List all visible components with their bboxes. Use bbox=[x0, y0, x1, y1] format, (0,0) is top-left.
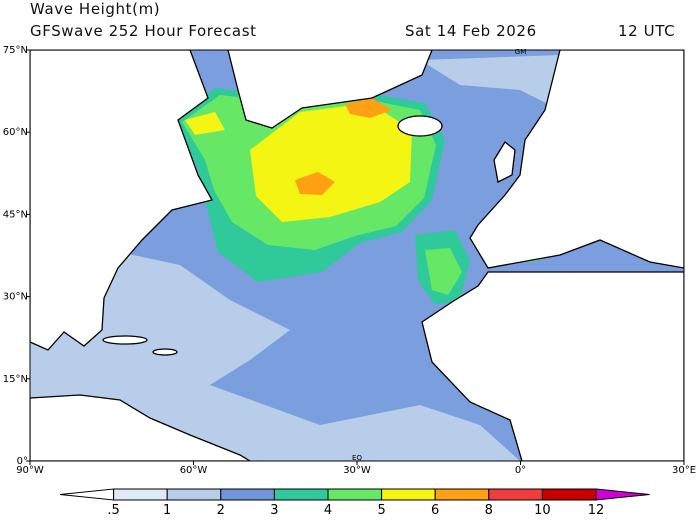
colorbar-swatch bbox=[381, 488, 436, 501]
colorbar-label: 6 bbox=[431, 503, 439, 518]
land bbox=[102, 335, 148, 345]
lon-label: 90°W bbox=[16, 465, 44, 476]
wave-zone bbox=[425, 248, 462, 295]
lat-label: 75°N bbox=[3, 45, 28, 56]
colorbar-swatch bbox=[541, 488, 597, 501]
colorbar-label: 10 bbox=[534, 503, 551, 518]
colorbar-cap bbox=[59, 488, 115, 501]
lon-label: 60°W bbox=[180, 465, 208, 476]
time: 12 UTC bbox=[618, 22, 675, 40]
colorbar-swatch bbox=[327, 488, 383, 501]
land bbox=[493, 141, 516, 183]
colorbar-cap bbox=[595, 488, 650, 501]
equator-label: EQ bbox=[352, 454, 362, 462]
land bbox=[30, 394, 252, 461]
colorbar-swatch bbox=[273, 488, 329, 501]
meridian-label: GM bbox=[515, 48, 526, 56]
lat-label: 0° bbox=[17, 456, 28, 467]
colorbar-swatch bbox=[434, 488, 490, 501]
date: Sat 14 Feb 2026 bbox=[405, 22, 537, 40]
lat-label: 15°N bbox=[3, 374, 28, 385]
colorbar-label: 8 bbox=[485, 503, 493, 518]
subtitle: GFSwave 252 Hour Forecast bbox=[30, 22, 257, 40]
land bbox=[397, 115, 443, 137]
map bbox=[29, 49, 685, 462]
wave-zone bbox=[30, 250, 520, 461]
land bbox=[421, 271, 684, 461]
colorbar-swatch bbox=[220, 488, 275, 501]
wave-zone bbox=[250, 103, 412, 222]
lon-label: 30°W bbox=[343, 465, 371, 476]
land bbox=[227, 50, 433, 129]
colorbar-label: 5 bbox=[377, 503, 385, 518]
colorbar-label: 4 bbox=[324, 503, 332, 518]
land bbox=[469, 50, 684, 269]
land bbox=[152, 348, 178, 356]
lat-label: 60°N bbox=[3, 127, 28, 138]
lon-label: 0° bbox=[515, 465, 526, 476]
colorbar-label: 2 bbox=[217, 503, 225, 518]
lon-label: 30°E bbox=[672, 465, 696, 476]
colorbar-label: .5 bbox=[107, 503, 119, 518]
land bbox=[30, 50, 213, 351]
colorbar-label: 3 bbox=[270, 503, 278, 518]
wave-zone bbox=[185, 112, 225, 135]
wave-zone bbox=[345, 98, 392, 118]
wave-zone bbox=[295, 172, 335, 195]
colorbar-label: 1 bbox=[163, 503, 171, 518]
colorbar-swatch bbox=[113, 488, 168, 501]
lat-label: 45°N bbox=[3, 209, 28, 220]
colorbar-label: 12 bbox=[588, 503, 605, 518]
lat-label: 30°N bbox=[3, 292, 28, 303]
colorbar-swatch bbox=[166, 488, 222, 501]
colorbar-swatch bbox=[488, 488, 543, 501]
title: Wave Height(m) bbox=[30, 0, 160, 18]
